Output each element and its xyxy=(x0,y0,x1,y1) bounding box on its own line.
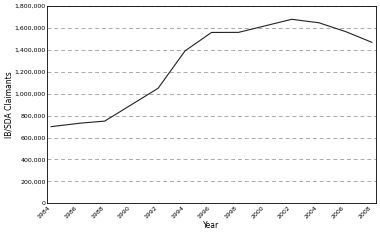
X-axis label: Year: Year xyxy=(203,221,220,230)
Y-axis label: IB/SDA Claimants: IB/SDA Claimants xyxy=(4,71,13,138)
